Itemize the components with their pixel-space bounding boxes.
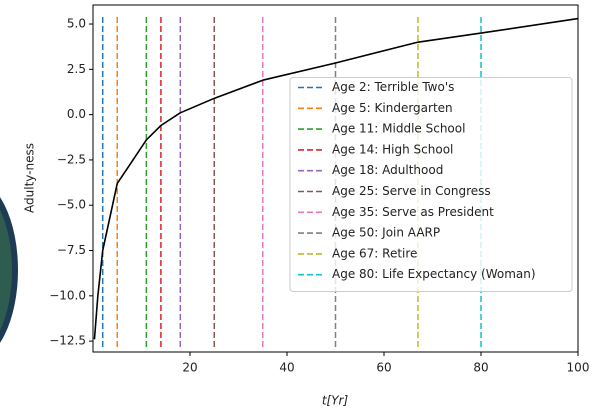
legend-label: Age 35: Serve as President — [332, 205, 494, 219]
y-tick-label: 5.0 — [67, 17, 86, 31]
y-tick-label: 2.5 — [67, 62, 86, 76]
x-axis-label: t[Yr] — [322, 394, 349, 408]
legend-label: Age 80: Life Expectancy (Woman) — [332, 267, 536, 281]
legend-label: Age 67: Retire — [332, 246, 417, 260]
y-tick-label: −5.0 — [57, 198, 86, 212]
x-tick-label: 100 — [567, 361, 590, 375]
legend-label: Age 5: Kindergarten — [332, 101, 453, 115]
y-axis-label: Adulty-ness — [23, 143, 37, 213]
background-shape — [0, 197, 18, 343]
x-tick-label: 80 — [473, 361, 488, 375]
legend-box — [289, 77, 573, 292]
y-tick-label: 0.0 — [67, 107, 86, 121]
y-tick-label: −2.5 — [57, 152, 86, 166]
x-tick-label: 40 — [279, 361, 294, 375]
x-tick-label: 60 — [376, 361, 391, 375]
legend-label: Age 25: Serve in Congress — [332, 184, 491, 198]
x-tick-label: 20 — [182, 361, 197, 375]
legend-label: Age 2: Terrible Two's — [332, 80, 454, 94]
curve — [93, 17, 578, 340]
legend-label: Age 50: Join AARP — [332, 226, 440, 240]
legend-label: Age 18: Adulthood — [332, 163, 443, 177]
plot-frame — [92, 4, 579, 353]
y-tick-label: −12.5 — [49, 334, 86, 348]
legend-label: Age 11: Middle School — [332, 122, 465, 136]
y-tick-label: −10.0 — [49, 288, 86, 302]
y-tick-label: −7.5 — [57, 243, 86, 257]
legend-label: Age 14: High School — [332, 142, 453, 156]
